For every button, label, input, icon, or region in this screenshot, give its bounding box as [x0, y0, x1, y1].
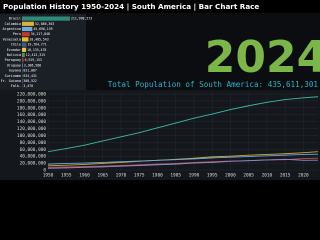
bar	[22, 58, 24, 63]
bar	[22, 16, 70, 21]
bar-label: Ecuador	[7, 48, 21, 52]
bar	[22, 26, 33, 32]
y-tick-label: 200,000,000	[17, 98, 46, 104]
value-label: 308,522	[23, 79, 37, 83]
y-tick-label: 140,000,000	[17, 119, 46, 125]
bar	[22, 52, 25, 58]
bar-label: Argentina	[3, 27, 21, 31]
y-tick-label: 180,000,000	[17, 105, 46, 111]
value-label: 12,413,315	[26, 53, 45, 57]
series-line	[47, 151, 319, 167]
value-label: 34,217,848	[31, 32, 50, 36]
x-tick-label: 1990	[189, 173, 200, 179]
bar-label: Peru	[13, 32, 21, 36]
bar-label: Suriname	[5, 74, 21, 78]
y-tick-label: 120,000,000	[17, 126, 46, 132]
x-tick-label: 1975	[134, 173, 145, 179]
x-tick-label: 1970	[116, 173, 127, 179]
y-tick-label: 40,000,000	[20, 154, 47, 160]
x-tick-label: 2010	[262, 173, 273, 179]
y-tick-label: 160,000,000	[17, 112, 46, 118]
x-tick-label: 1955	[61, 173, 72, 179]
y-tick-label: 220,000,000	[17, 92, 46, 98]
value-label: 28,405,543	[29, 37, 48, 41]
bar-label: Chile	[11, 43, 21, 47]
x-tick-label: 1960	[79, 173, 90, 179]
x-tick-label: 2015	[280, 173, 291, 179]
y-tick-label: 80,000,000	[20, 140, 47, 146]
y-tick-label: 0	[43, 168, 46, 174]
bar-panel	[0, 14, 86, 90]
total-population: Total Population of South America: 435,6…	[108, 80, 319, 89]
value-label: 19,764,771	[27, 43, 46, 47]
bar-label: Bolivia	[7, 53, 21, 57]
value-label: 6,929,153	[25, 58, 42, 62]
value-label: 3,470	[23, 84, 33, 88]
y-tick-label: 20,000,000	[20, 161, 47, 167]
value-label: 211,998,573	[71, 17, 92, 21]
x-tick-label: 1965	[97, 173, 108, 179]
value-label: 831,087	[23, 69, 37, 73]
title-bar	[0, 0, 320, 13]
bar-label: Fr. Guiana	[1, 79, 21, 83]
bar	[22, 37, 29, 42]
bar-label: Paraguay	[5, 58, 21, 62]
value-label: 3,386,588	[24, 63, 41, 67]
x-tick-label: 1980	[152, 173, 163, 179]
series-line	[47, 158, 319, 169]
title: Population History 1950-2024 | South Ame…	[3, 2, 259, 12]
series-line	[47, 153, 319, 165]
value-label: 18,135,478	[27, 48, 46, 52]
value-label: 45,696,159	[33, 27, 52, 31]
bar-label: Brazil	[9, 17, 21, 21]
year: 2024	[205, 32, 320, 83]
x-tick-label: 2005	[243, 173, 254, 179]
bar	[22, 63, 23, 68]
bar-label: Falk.	[11, 84, 21, 88]
x-tick-label: 1950	[43, 173, 54, 179]
value-label: 634,431	[23, 74, 37, 78]
bar	[22, 42, 27, 47]
x-tick-label: 2000	[225, 173, 236, 179]
x-tick-label: 1985	[170, 173, 181, 179]
bar	[22, 32, 30, 37]
bar-label: Colombia	[5, 22, 21, 26]
screen: Population History 1950-2024 | South Ame…	[0, 0, 320, 180]
bar-label: Uruguay	[7, 63, 21, 67]
y-tick-label: 100,000,000	[17, 133, 46, 139]
x-tick-label: 1995	[207, 173, 218, 179]
y-tick-label: 60,000,000	[20, 147, 47, 153]
bar	[22, 21, 34, 26]
bar-label: Venezuela	[3, 37, 21, 41]
x-tick-label: 2020	[298, 173, 309, 179]
value-label: 52,886,363	[35, 22, 54, 26]
bar	[22, 47, 27, 52]
series-line	[47, 96, 319, 153]
bar-label: Guyana	[9, 69, 21, 73]
